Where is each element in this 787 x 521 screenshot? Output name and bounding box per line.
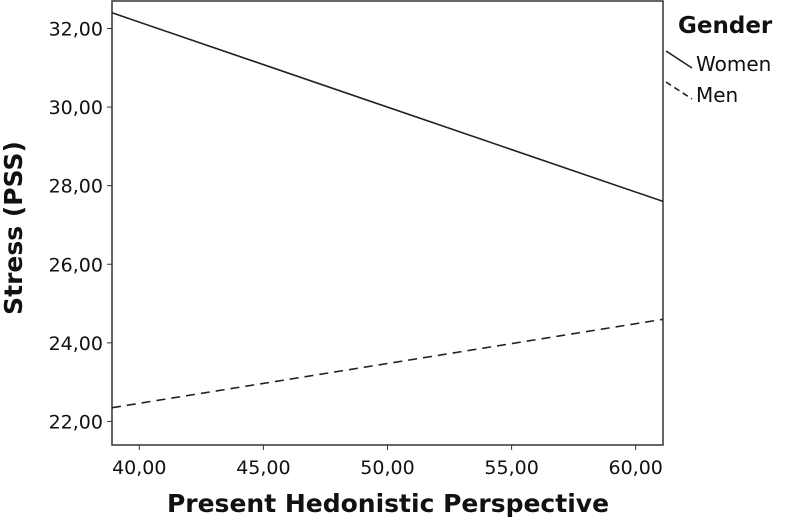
y-tick-label: 32,00 — [49, 19, 103, 41]
plot-frame — [111, 0, 664, 446]
legend-swatch-women — [665, 50, 693, 69]
series-line-women — [111, 12, 664, 203]
legend-swatch-men — [665, 81, 693, 100]
y-axis-ticks: 22,00 24,00 26,00 28,00 30,00 32,00 — [49, 19, 112, 433]
x-axis-ticks: 40,00 45,00 50,00 55,00 60,00 — [112, 445, 663, 479]
series-line-men — [111, 318, 664, 409]
x-axis-title: Present Hedonistic Perspective — [167, 489, 609, 518]
y-tick-label: 22,00 — [49, 411, 103, 433]
x-tick-label: 45,00 — [236, 457, 290, 479]
legend-label-women: Women — [696, 52, 771, 76]
y-tick-label: 28,00 — [49, 176, 103, 198]
y-axis-title: Stress (PSS) — [0, 141, 28, 315]
series-lines — [111, 12, 664, 409]
legend-label-men: Men — [696, 83, 738, 107]
y-tick-label: 26,00 — [49, 254, 103, 276]
x-tick-label: 40,00 — [112, 457, 166, 479]
y-tick-label: 30,00 — [49, 97, 103, 119]
x-tick-label: 50,00 — [360, 457, 414, 479]
legend: Women Men — [665, 50, 771, 107]
x-tick-label: 60,00 — [608, 457, 662, 479]
y-tick-label: 24,00 — [49, 333, 103, 355]
legend-title: Gender — [678, 13, 773, 39]
x-tick-label: 55,00 — [484, 457, 538, 479]
